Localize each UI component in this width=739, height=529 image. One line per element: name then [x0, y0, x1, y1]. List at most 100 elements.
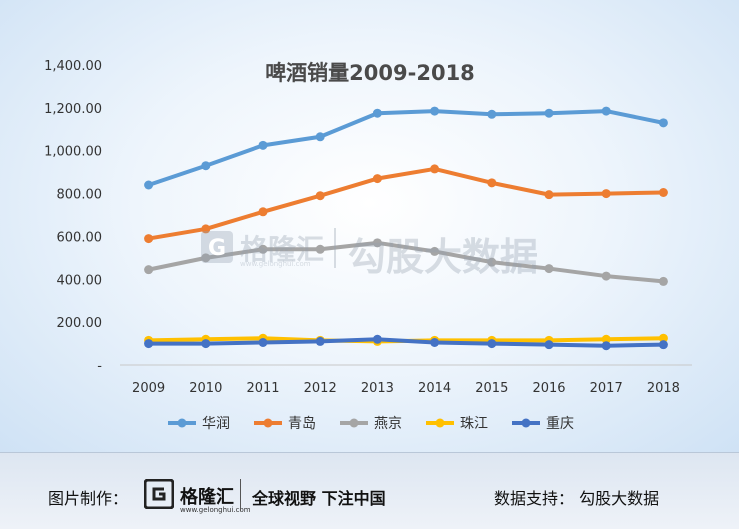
data-point [658, 276, 668, 286]
x-tick-label: 2017 [590, 381, 623, 396]
slogan: 全球视野 下注中国 [252, 489, 386, 508]
data-point [372, 238, 382, 248]
series-line [146, 240, 666, 284]
series-line [146, 109, 666, 187]
data-point [430, 164, 440, 174]
legend-label: 华润 [202, 416, 230, 432]
data-point [601, 106, 611, 116]
data-point [430, 246, 440, 256]
x-tick-label: 2011 [246, 381, 279, 396]
legend-label: 燕京 [374, 416, 402, 432]
data-point [487, 339, 497, 349]
data-point [544, 340, 554, 350]
data-point [658, 118, 668, 128]
watermark-divider [334, 228, 336, 268]
series-重庆 [144, 334, 668, 351]
footer-divider [240, 479, 241, 511]
y-tick-label: 600.00 [57, 230, 103, 245]
svg-text:G: G [208, 236, 226, 261]
legend-item: 青岛 [254, 416, 316, 432]
watermark-text: 勾股大数据 [348, 235, 539, 279]
data-point [315, 132, 325, 142]
watermark-logo-domain: www.gelonghui.com [240, 260, 311, 268]
series-line [146, 166, 666, 241]
data-point [544, 190, 554, 200]
x-tick-label: 2009 [132, 381, 165, 396]
y-tick-label: - [97, 359, 102, 374]
data-point [601, 341, 611, 351]
y-tick-label: 1,000.00 [44, 145, 102, 160]
data-point [544, 108, 554, 118]
legend-marker [521, 418, 531, 428]
legend-label: 青岛 [288, 416, 316, 432]
data-point [658, 333, 668, 343]
data-point [658, 188, 668, 197]
data-point [487, 178, 497, 188]
logo-name: 格隆汇 [180, 487, 234, 508]
data-point [144, 339, 154, 349]
legend-item: 珠江 [426, 416, 488, 432]
x-tick-label: 2015 [475, 381, 508, 396]
data-point [258, 140, 268, 150]
logo-subtext: www.gelonghui.com [180, 506, 251, 514]
legend: 华润 青岛 燕京 珠江 重庆 [168, 416, 574, 432]
legend-label: 重庆 [546, 416, 574, 432]
x-tick-label: 2014 [418, 381, 451, 396]
data-point [430, 106, 440, 116]
line-chart: 啤酒销量2009-2018 - 200.00 400.00 600.00 800.00 1… [44, 59, 692, 432]
x-axis-ticks: 2009 2010 2011 2012 2013 2014 2015 2016 2017 2018 [132, 381, 680, 396]
watermark-logo-name: 格隆汇 [240, 233, 325, 266]
legend-label: 珠江 [460, 416, 488, 432]
legend-marker [177, 418, 187, 428]
data-point [658, 340, 668, 350]
series-青岛 [144, 164, 668, 244]
y-tick-label: 800.00 [57, 188, 103, 203]
chart-title: 啤酒销量2009-2018 [265, 61, 475, 85]
legend-item: 重庆 [512, 416, 574, 432]
data-point [372, 174, 382, 184]
y-tick-label: 1,400.00 [44, 59, 102, 74]
footer: 图片制作： 格隆汇 www.gelonghui.com 全球视野 下注中国 数据… [0, 452, 739, 529]
data-point [487, 109, 497, 119]
legend-marker [349, 418, 359, 428]
x-tick-label: 2016 [532, 381, 565, 396]
data-point [201, 339, 211, 349]
data-point [201, 224, 211, 234]
y-axis-ticks: - 200.00 400.00 600.00 800.00 1,000.00 1,200.0… [44, 59, 102, 374]
data-point [372, 108, 382, 118]
data-point [315, 336, 325, 346]
data-point [487, 257, 497, 267]
x-tick-label: 2018 [647, 381, 680, 396]
chart-area: 啤酒销量2009-2018 - 200.00 400.00 600.00 800.00 1… [0, 0, 739, 452]
legend-marker [263, 418, 273, 428]
x-tick-label: 2010 [189, 381, 222, 396]
legend-item: 燕京 [340, 416, 402, 432]
legend-marker [435, 418, 445, 428]
watermark-logo-icon: G [201, 231, 233, 263]
data-point [601, 334, 611, 344]
data-point [372, 334, 382, 344]
data-point [258, 338, 268, 347]
data-point [258, 207, 268, 217]
data-point [201, 161, 211, 171]
gelonghui-logo-icon [144, 479, 174, 509]
series-华润 [144, 106, 668, 190]
data-point [201, 253, 211, 263]
credit-label: 图片制作： [48, 489, 129, 508]
data-point [430, 338, 440, 347]
x-tick-label: 2013 [361, 381, 394, 396]
data-point [601, 271, 611, 281]
series-燕京 [144, 238, 668, 286]
y-tick-label: 400.00 [57, 273, 103, 288]
data-point [144, 234, 154, 244]
data-point [601, 189, 611, 199]
data-source: 数据支持： 勾股大数据 [494, 489, 660, 508]
series-layer [144, 106, 668, 351]
data-point [144, 180, 154, 190]
y-tick-label: 1,200.00 [44, 102, 102, 117]
y-tick-label: 200.00 [57, 316, 103, 331]
data-point [144, 265, 154, 275]
data-point [544, 264, 554, 274]
legend-item: 华润 [168, 416, 230, 432]
x-tick-label: 2012 [304, 381, 337, 396]
